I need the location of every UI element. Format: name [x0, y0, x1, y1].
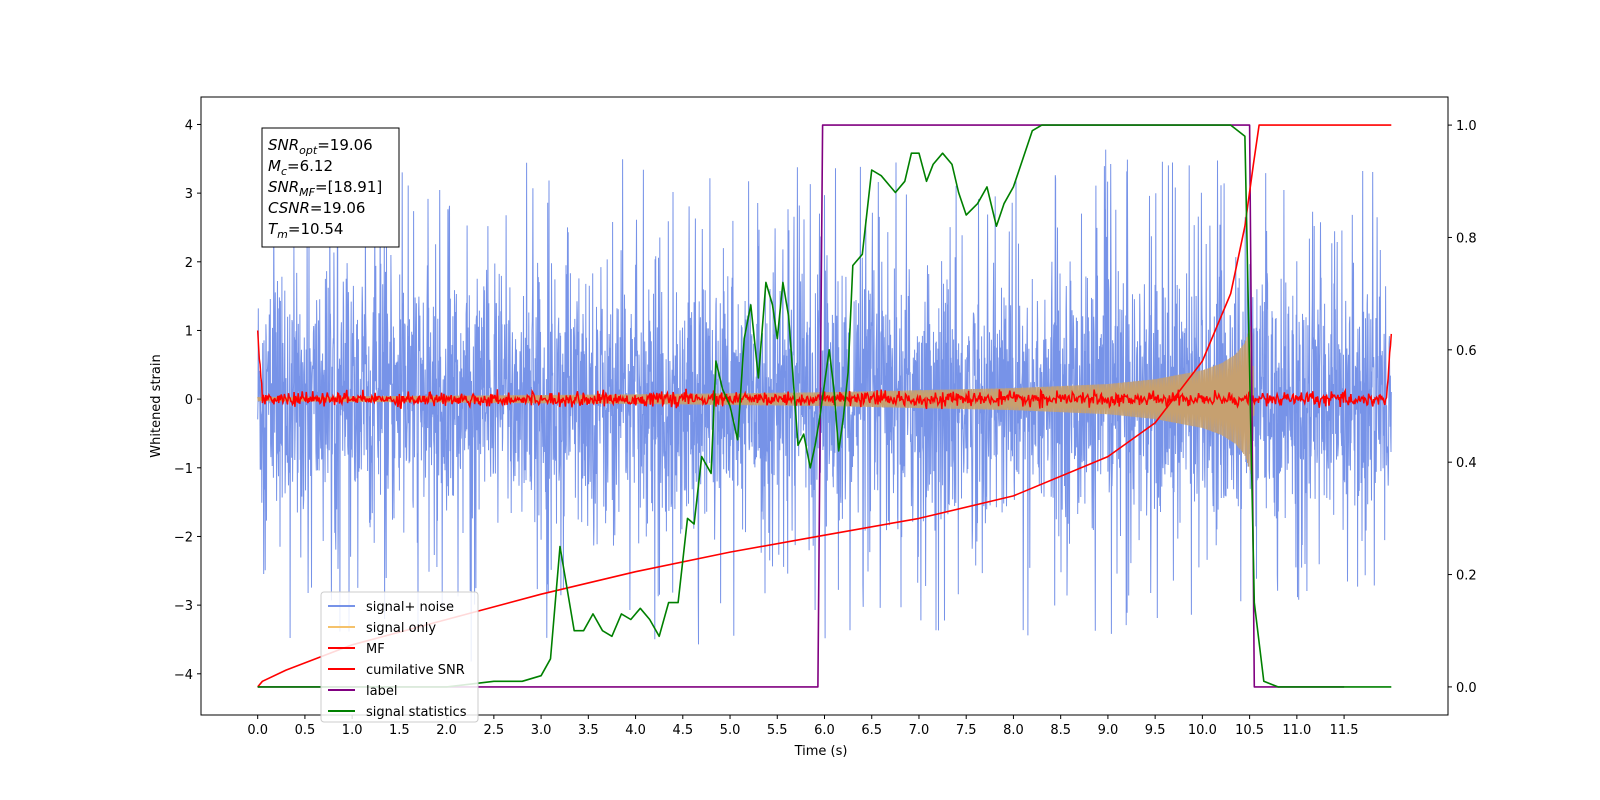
legend-label: signal+ noise [366, 600, 454, 615]
x-tick-label: 10.5 [1235, 723, 1264, 738]
y-tick-label: −1 [174, 462, 193, 477]
x-tick-label: 6.5 [861, 723, 882, 738]
x-axis: 0.0 0.5 1.0 1.5 2.0 2.5 3.0 3.5 4.0 4.5 5.0 5.5 6.0 6… [247, 715, 1359, 738]
x-tick-label: 0.0 [247, 723, 268, 738]
mf-line [256, 330, 1393, 410]
annotation-line: SNRopt=19.06 [268, 136, 373, 157]
x-tick-label: 9.0 [1098, 723, 1119, 738]
annotation-line: CSNR=19.06 [268, 199, 365, 217]
legend-label: cumilative SNR [366, 663, 465, 678]
x-tick-label: 11.0 [1282, 723, 1311, 738]
x-tick-label: 8.5 [1050, 723, 1071, 738]
y2-tick-label: 0.2 [1456, 569, 1477, 584]
x-axis-title: Time (s) [794, 744, 848, 759]
y-tick-label: 1 [185, 324, 193, 339]
y-axis-right: 1.0 0.8 0.6 0.4 0.2 0.0 [1448, 119, 1477, 696]
y-axis-title: Whitened strain [149, 354, 164, 457]
y2-tick-label: 0.0 [1456, 681, 1477, 696]
y2-tick-label: 0.6 [1456, 344, 1477, 359]
y-axis-left: 4 3 2 1 0 −1 −2 −3 −4 [174, 118, 201, 683]
legend-label: signal statistics [366, 705, 467, 720]
y2-tick-label: 1.0 [1456, 119, 1477, 134]
x-tick-label: 2.5 [484, 723, 505, 738]
legend-label: label [366, 684, 397, 699]
x-tick-label: 5.5 [767, 723, 788, 738]
mf-series [256, 330, 1393, 410]
y-tick-label: 2 [185, 256, 193, 271]
x-tick-label: 10.0 [1188, 723, 1217, 738]
y2-tick-label: 0.8 [1456, 231, 1477, 246]
signal-noise-line [257, 149, 1392, 662]
x-tick-label: 2.0 [436, 723, 457, 738]
y-tick-label: −4 [174, 668, 193, 683]
x-tick-label: 8.0 [1003, 723, 1024, 738]
y-tick-label: −2 [174, 530, 193, 545]
x-tick-label: 0.5 [295, 723, 316, 738]
x-tick-label: 4.0 [625, 723, 646, 738]
x-tick-label: 7.0 [909, 723, 930, 738]
legend: signal+ noise signal only MF cumilative SNR… [320, 591, 479, 723]
legend-label: signal only [366, 621, 436, 636]
x-tick-label: 4.5 [672, 723, 693, 738]
y-tick-label: 4 [185, 118, 193, 133]
x-tick-label: 1.0 [342, 723, 363, 738]
x-tick-label: 3.0 [531, 723, 552, 738]
x-tick-label: 1.5 [389, 723, 410, 738]
y2-tick-label: 0.4 [1456, 456, 1477, 471]
annotation-line: SNRMF=[18.91] [268, 178, 382, 199]
x-tick-label: 5.0 [720, 723, 741, 738]
x-tick-label: 7.5 [956, 723, 977, 738]
annotation-line: Mc=6.12 [268, 157, 333, 178]
x-tick-label: 6.0 [814, 723, 835, 738]
y-tick-label: 0 [185, 393, 193, 408]
label-line [257, 124, 1345, 688]
x-tick-label: 3.5 [578, 723, 599, 738]
x-tick-label: 9.5 [1145, 723, 1166, 738]
stats-annotation: SNRopt=19.06Mc=6.12SNRMF=[18.91]CSNR=19.… [261, 127, 400, 248]
x-tick-label: 11.5 [1330, 723, 1359, 738]
signal-noise-series [257, 149, 1392, 662]
legend-label: MF [366, 642, 385, 657]
y-tick-label: 3 [185, 187, 193, 202]
signal-statistics-line [257, 124, 1392, 688]
annotation-line: Tm=10.54 [268, 220, 343, 241]
y-tick-label: −3 [174, 599, 193, 614]
